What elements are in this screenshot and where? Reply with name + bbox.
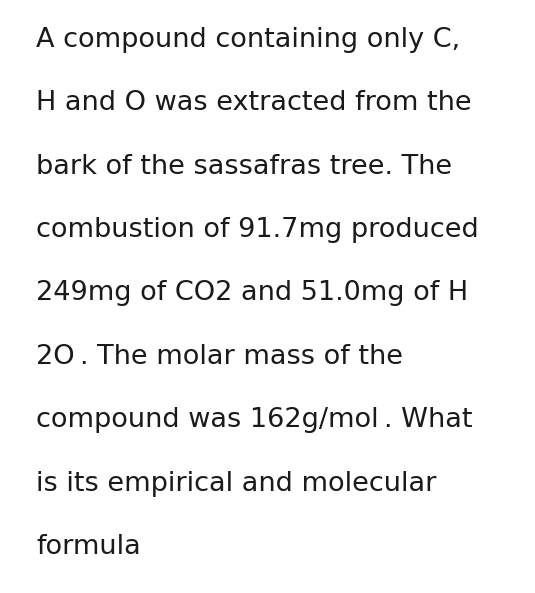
Text: 249mg of CO2 and 51.0mg of H: 249mg of CO2 and 51.0mg of H [36,280,469,307]
Text: H and O was extracted from the: H and O was extracted from the [36,90,472,116]
Text: compound was 162g/mol . What: compound was 162g/mol . What [36,407,473,433]
Text: is its empirical and molecular: is its empirical and molecular [36,471,437,497]
Text: A compound containing only C,: A compound containing only C, [36,27,461,53]
Text: formula: formula [36,534,141,560]
Text: bark of the sassafras tree. The: bark of the sassafras tree. The [36,154,453,180]
Text: combustion of 91.7mg produced: combustion of 91.7mg produced [36,217,479,243]
Text: 2O . The molar mass of the: 2O . The molar mass of the [36,344,403,370]
